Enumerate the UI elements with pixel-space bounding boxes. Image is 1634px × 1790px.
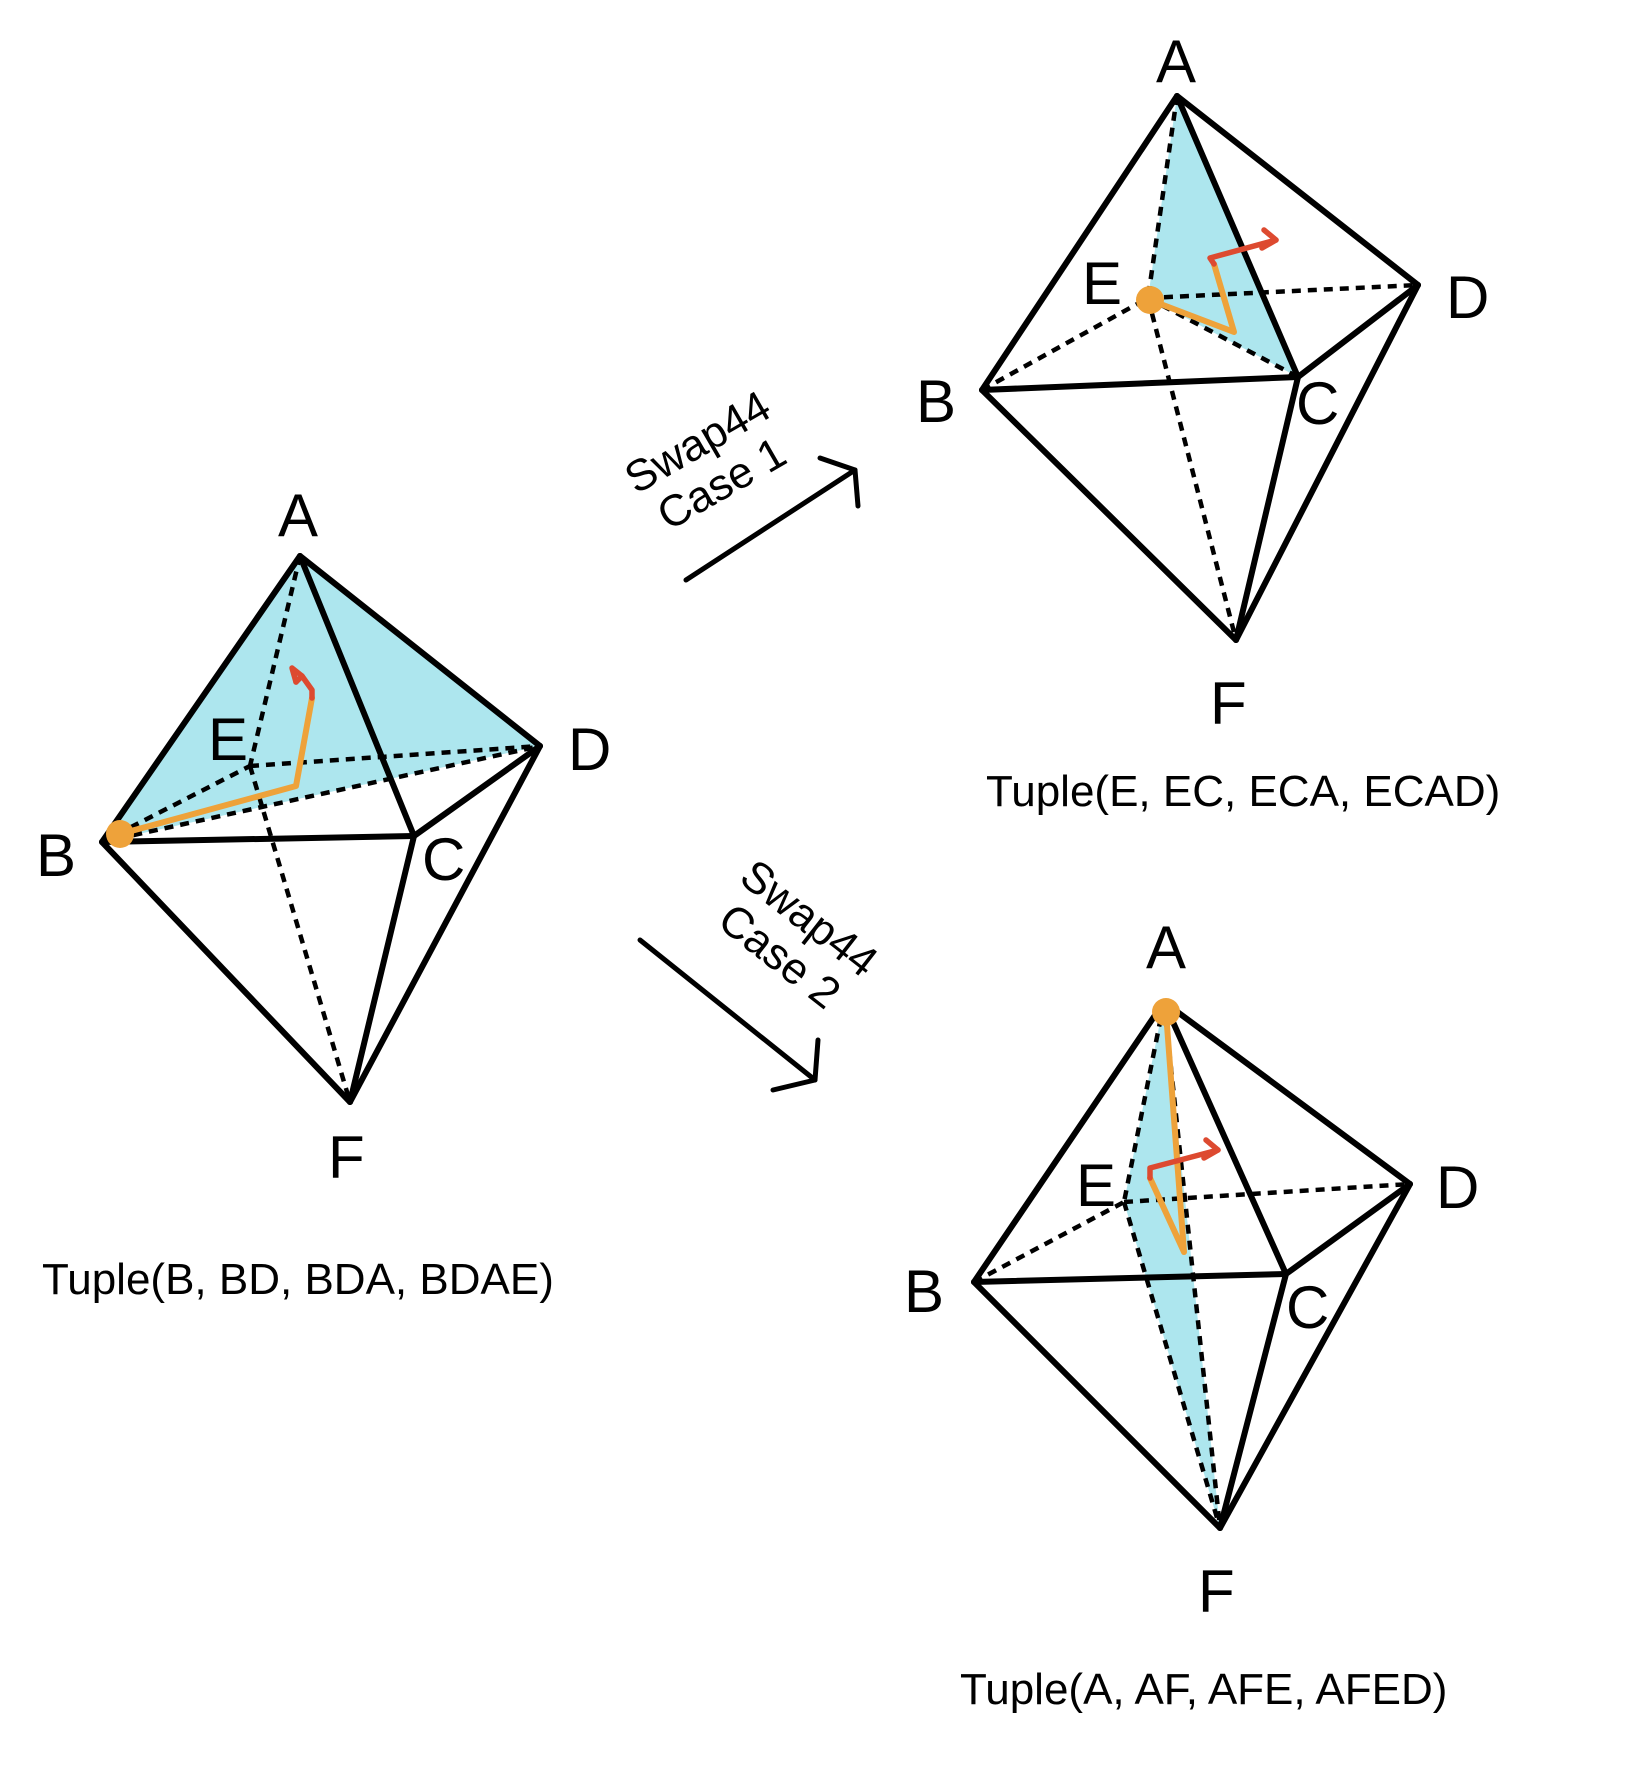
arrow-shaft xyxy=(683,467,858,583)
vertex-label-C: C xyxy=(1286,1274,1329,1341)
vertex-label-A: A xyxy=(1146,914,1186,981)
vertex-label-B: B xyxy=(916,368,956,435)
edge-EF xyxy=(247,765,353,1103)
edge-AB xyxy=(99,553,303,845)
edge-DF xyxy=(347,743,543,1105)
vertex-label-D: D xyxy=(568,716,611,783)
tuple-caption: Tuple(A, AF, AFE, AFED) xyxy=(960,1665,1447,1714)
direction-arrow xyxy=(293,673,315,701)
vertex-label-D: D xyxy=(1446,264,1489,331)
arrow-head xyxy=(770,1037,821,1093)
octahedron-left: A B C D E F Tuple(B, BD, BDA, BDAE) xyxy=(36,482,611,1304)
vertex-label-D: D xyxy=(1436,1154,1479,1221)
edge-EF xyxy=(1121,1201,1223,1529)
vertex-label-C: C xyxy=(422,826,465,893)
octahedron-case-1: A B C D E F Tuple(E, EC, ECA, ECAD) xyxy=(916,28,1500,816)
edge-CF xyxy=(1217,1271,1289,1531)
edge-BE xyxy=(980,296,1150,392)
arrow-head xyxy=(817,455,861,509)
edge-CF xyxy=(347,833,417,1105)
edge-BF xyxy=(979,387,1239,643)
edge-BC xyxy=(979,374,1301,393)
vertex-label-E: E xyxy=(1076,1152,1116,1219)
edge-AD xyxy=(297,553,543,749)
vertex-label-E: E xyxy=(208,706,248,773)
vertex-label-A: A xyxy=(1156,28,1196,95)
edge-AB xyxy=(971,999,1167,1285)
traversal-path xyxy=(117,695,315,837)
highlighted-face-AFE xyxy=(1124,1002,1220,1528)
start-vertex-dot xyxy=(1152,998,1180,1026)
edge-AC xyxy=(297,553,417,839)
edge-AE xyxy=(1121,1001,1167,1203)
edge-AD xyxy=(1174,93,1421,288)
edge-EF xyxy=(1145,297,1239,641)
transition-arrow-case-1: Swap44 Case 1 xyxy=(617,381,861,583)
edge-AC xyxy=(1161,999,1289,1277)
edge-BC xyxy=(971,1271,1289,1285)
direction-arrow xyxy=(1207,237,1279,267)
edge-CD xyxy=(1283,1181,1413,1277)
direction-arrowhead xyxy=(289,665,305,685)
tuple-caption: Tuple(B, BD, BDA, BDAE) xyxy=(42,1255,554,1304)
vertex-label-F: F xyxy=(1210,670,1247,737)
highlighted-face-BDA xyxy=(102,556,540,842)
edge-EC xyxy=(1146,296,1300,379)
edge-BD xyxy=(101,743,541,845)
direction-arrowhead xyxy=(1259,227,1279,251)
vertex-label-E: E xyxy=(1082,250,1122,317)
vertex-label-B: B xyxy=(36,822,76,889)
vertex-label-F: F xyxy=(328,1124,365,1191)
transition-arrow-case-2: Swap44 Case 2 xyxy=(637,850,887,1093)
direction-arrowhead xyxy=(1201,1137,1221,1161)
edge-AE xyxy=(247,555,303,767)
edge-AC xyxy=(1174,93,1301,380)
edge-BE xyxy=(972,1200,1126,1284)
edge-BE xyxy=(100,763,252,845)
edge-DF xyxy=(1217,1181,1413,1531)
edge-CD xyxy=(1295,282,1421,380)
traversal-path xyxy=(1147,261,1237,335)
traversal-path xyxy=(1147,1009,1187,1255)
edge-BF xyxy=(99,839,353,1105)
edge-BF xyxy=(971,1279,1223,1531)
edge-AB xyxy=(979,93,1180,393)
start-vertex-dot xyxy=(1136,286,1164,314)
arrow-shaft xyxy=(637,937,818,1083)
start-vertex-dot xyxy=(106,820,134,848)
edge-AD xyxy=(1161,999,1413,1187)
edge-CF xyxy=(1233,374,1301,643)
vertex-label-A: A xyxy=(278,482,318,549)
edge-AE xyxy=(1145,95,1180,299)
edge-BC xyxy=(99,833,417,845)
direction-arrow xyxy=(1147,1147,1221,1181)
vertex-label-B: B xyxy=(904,1258,944,1325)
highlighted-face-ECA xyxy=(1148,96,1298,377)
octahedron-case-2: A B C D E F Tuple(A, AF, AFE, AFED) xyxy=(904,914,1479,1714)
vertex-label-C: C xyxy=(1296,370,1339,437)
edge-DF xyxy=(1233,282,1421,643)
arrow-label: Swap44 Case 2 xyxy=(709,850,886,1018)
edge-ED xyxy=(1147,282,1419,301)
tuple-caption: Tuple(E, EC, ECA, ECAD) xyxy=(986,767,1500,816)
vertex-label-F: F xyxy=(1198,1558,1235,1625)
edge-CD xyxy=(411,743,543,839)
